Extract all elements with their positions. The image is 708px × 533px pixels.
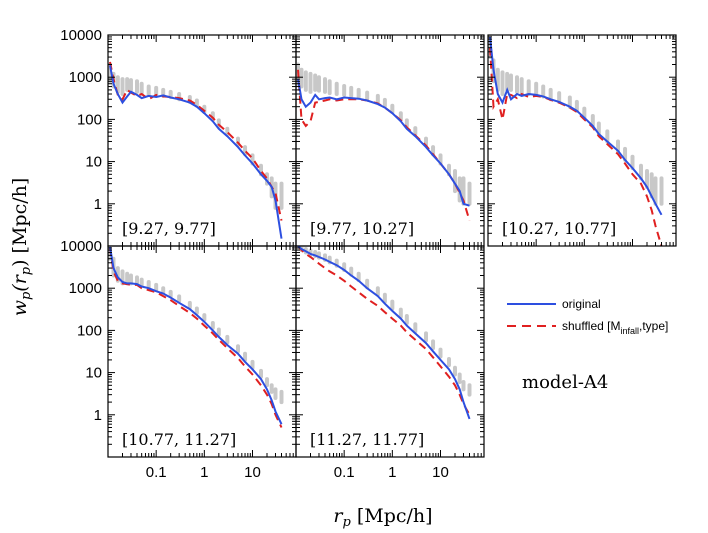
y-tick-label: 1 — [94, 196, 102, 213]
y-tick-label: 100 — [77, 322, 102, 339]
series-shuffled-line — [109, 247, 283, 428]
legend-shuffled-label: shuffled [Minfall,type] — [562, 319, 668, 336]
y-tick-label: 10000 — [60, 238, 102, 255]
panel-3: [10.27, 10.77] — [487, 34, 677, 247]
y-tick-label: 1 — [94, 407, 102, 424]
y-tick-label: 10 — [85, 154, 102, 171]
panel-frame — [295, 245, 485, 458]
x-tick-label: 10 — [244, 464, 261, 481]
panel-frame — [295, 34, 485, 247]
legend: original shuffled [Minfall,type] — [507, 297, 668, 336]
panel-bin-label: [9.27, 9.77] — [122, 219, 216, 238]
series-shuffled-line — [109, 61, 283, 221]
y-tick-label: 10000 — [60, 27, 102, 44]
panel-frame — [487, 34, 677, 247]
panel-2: [9.77, 10.27] — [295, 34, 485, 247]
x-tick-label: 10 — [432, 464, 449, 481]
series-shuffled-line — [297, 246, 471, 416]
series-original-line — [489, 36, 663, 216]
panel-plot-area — [488, 35, 664, 246]
y-tick-label: 100 — [77, 111, 102, 128]
y-axis-label: wp(rp)[Mpc/h] — [9, 178, 34, 317]
panel-bin-label: [9.77, 10.27] — [310, 219, 414, 238]
series-original-line — [109, 246, 283, 425]
series-original-line — [109, 65, 283, 239]
legend-original-label: original — [562, 297, 601, 311]
panel-5: 0.1 1 10 [11.27, 11.77] — [295, 245, 485, 481]
panel-bin-label: [10.27, 10.77] — [502, 219, 616, 238]
x-tick-label: 1 — [388, 464, 396, 481]
x-tick-label: 1 — [200, 464, 208, 481]
panel-bin-label: [10.77, 11.27] — [122, 430, 236, 449]
y-tick-label: 10 — [85, 365, 102, 382]
panel-plot-area — [296, 246, 472, 420]
model-label: model-A4 — [522, 372, 608, 393]
panel-plot-area — [108, 246, 284, 428]
series-original-line — [297, 246, 471, 420]
panel-bin-label: [11.27, 11.77] — [310, 430, 424, 449]
x-tick-label: 0.1 — [334, 464, 355, 481]
axes-labels: rp [Mpc/h] wp(rp)[Mpc/h] — [9, 178, 433, 530]
series-original-line — [297, 78, 470, 207]
panels-layer: 10000 1000 100 10 1 [9.27, 9.77] [9.77, 10.27]… — [60, 27, 677, 481]
y-tick-label: 1000 — [69, 69, 102, 86]
panel-plot-area — [296, 62, 472, 221]
x-tick-label: 0.1 — [146, 464, 167, 481]
panel-4: 10000 1000 100 10 1 0.1 1 10 [10.77, 11.27] — [60, 238, 297, 481]
y-tick-label: 1000 — [69, 280, 102, 297]
panel-1: 10000 1000 100 10 1 [9.27, 9.77] — [60, 27, 297, 247]
x-axis-label: rp [Mpc/h] — [333, 505, 432, 530]
panel-plot-area — [108, 61, 284, 239]
panel-frame — [107, 34, 297, 247]
